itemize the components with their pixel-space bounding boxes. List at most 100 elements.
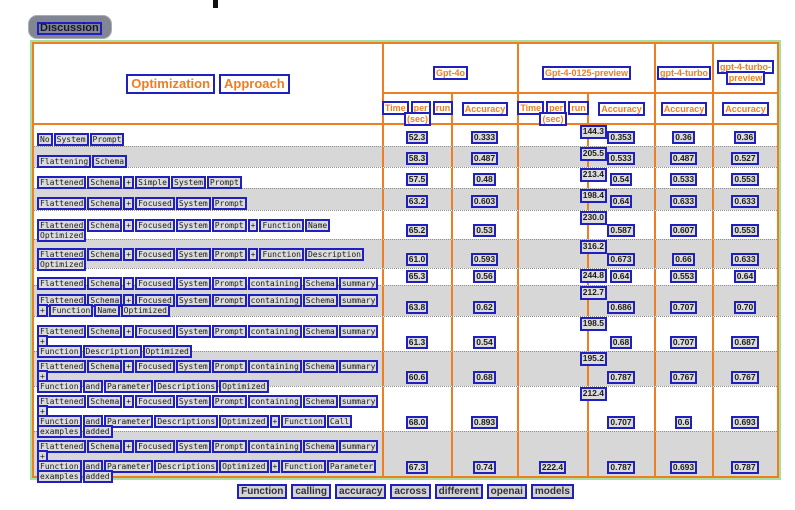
label-word-box: +: [269, 415, 281, 428]
label-word-box: added: [82, 425, 113, 438]
cell-accuracy-gpt4-turbo: 0.607: [654, 211, 712, 239]
cell-time-gpt4-0125-preview: 205.5: [517, 147, 607, 167]
label-word-box: Focused: [135, 277, 175, 290]
value-box: 0.603: [470, 194, 499, 208]
value-box: 52.3: [405, 130, 429, 144]
cell-accuracy-gpt4-turbo-preview: 0.553: [712, 168, 777, 188]
label-word-box: Schema: [87, 277, 123, 290]
label-word-box: Flattened: [37, 325, 87, 338]
value-box: 0.593: [470, 252, 499, 266]
cell-time-gpt4o: 65.3: [382, 269, 451, 285]
value-box: 198.5: [579, 317, 607, 331]
caption-word-box: openai: [486, 484, 527, 499]
table-row: Flattened Schema + Focused System Prompt + Func…: [34, 210, 777, 242]
cell-accuracy-gpt4-0125-preview: 0.673: [587, 240, 654, 268]
time-per-run-header: Time per run (sec): [381, 94, 454, 126]
label-word-box: Descriptions: [154, 460, 219, 473]
value-box: 0.53: [473, 223, 496, 237]
label-word-box: System: [175, 325, 211, 338]
label-word-box: Optimized: [219, 415, 269, 428]
label-word-box: +: [247, 219, 259, 232]
model-name-box: Gpt-4o: [433, 65, 468, 80]
value-box: 0.56: [473, 269, 496, 283]
label-word-box: Schema: [87, 248, 123, 261]
cell-optimization-approach: Flattening Schema: [34, 147, 382, 168]
label-word-box: Description: [304, 248, 364, 261]
cell-optimization-approach: Flattened Schema + Focused System Prompt conta…: [34, 269, 382, 290]
value-box: 0.693: [731, 415, 759, 429]
label-word-box: Prompt: [211, 248, 247, 261]
label-word-box: Call: [326, 415, 353, 428]
label-word-box: Focused: [135, 360, 175, 373]
table-caption: Function calling accuracy across different op…: [30, 481, 781, 499]
label-word-box: Focused: [135, 248, 175, 261]
cell-time-gpt4o: 67.3: [382, 432, 451, 476]
label-word-box: +: [123, 176, 135, 189]
cell-optimization-approach: Flattened Schema + Focused System Prompt conta…: [34, 317, 382, 358]
value-box: 0.487: [669, 151, 698, 165]
value-box: 0.607: [669, 223, 698, 237]
label-word-box: Parameter: [103, 460, 154, 473]
value-box: 0.62: [473, 300, 496, 314]
label-word-box: Schema: [302, 277, 338, 290]
value-box: 0.66: [672, 252, 695, 266]
cell-accuracy-gpt4-turbo: 0.693: [654, 432, 712, 476]
cell-time-gpt4-0125-preview: 213.4: [517, 168, 607, 188]
label-word-box: System: [53, 133, 89, 146]
value-box: 316.2: [579, 240, 607, 254]
table-header: Optimization Approach Gpt-4o Gpt-4-0125-pr…: [34, 44, 777, 126]
value-box: 230.0: [579, 211, 607, 225]
model-header-gpt-4o: Gpt-4o: [382, 44, 517, 92]
value-box: 0.787: [731, 460, 759, 474]
label-word-box: containing: [247, 294, 302, 307]
value-box: 0.787: [607, 370, 635, 384]
value-box: 0.533: [669, 172, 698, 186]
label-word-box: Prompt: [206, 176, 242, 189]
accuracy-header: Accuracy: [587, 94, 654, 123]
title-word: Optimization: [126, 73, 216, 94]
value-box: 0.707: [607, 415, 635, 429]
value-box: 65.2: [405, 223, 429, 237]
label-word-box: System: [175, 294, 211, 307]
cell-accuracy-gpt4o: 0.53: [451, 211, 517, 239]
label-word-box: Schema: [302, 440, 338, 453]
header-word: Accuracy: [722, 101, 769, 116]
label-word-box: Flattened: [37, 360, 87, 373]
label-word-box: Description: [82, 345, 142, 358]
label-word-box: +: [269, 460, 281, 473]
accuracy-header: Accuracy: [712, 94, 777, 123]
results-table: Optimization Approach Gpt-4o Gpt-4-0125-pr…: [32, 42, 779, 483]
table-row: Flattened Schema + Focused System Prompt conta…: [34, 386, 777, 438]
label-word-box: summary: [338, 395, 379, 408]
cell-optimization-approach: Flattened Schema + Focused System Prompt conta…: [34, 286, 382, 317]
cell-optimization-approach: Flattened Schema + Focused System Prompt: [34, 189, 382, 210]
cell-optimization-approach: Flattened Schema + Focused System Prompt + Func…: [34, 240, 382, 271]
label-word-box: Function: [281, 460, 326, 473]
label-word-box: Flattened: [37, 277, 87, 290]
label-word-box: containing: [247, 360, 302, 373]
value-box: 0.707: [669, 300, 698, 314]
value-box: 244.8: [579, 269, 607, 283]
cell-accuracy-gpt4o: 0.48: [451, 168, 517, 188]
cell-accuracy-gpt4-turbo-preview: 0.687: [712, 317, 777, 351]
discussion-section-badge: Discussion: [28, 15, 112, 39]
cell-accuracy-gpt4-0125-preview: 0.64: [587, 189, 654, 210]
cell-accuracy-gpt4-turbo-preview: 0.767: [712, 352, 777, 386]
label-word-box: Focused: [135, 197, 175, 210]
cell-accuracy-gpt4o: 0.487: [451, 147, 517, 167]
label-word-box: Schema: [302, 395, 338, 408]
label-word-box: System: [175, 219, 211, 232]
cell-accuracy-gpt4o: 0.74: [451, 432, 517, 476]
value-box: 65.3: [405, 269, 429, 283]
label-word-box: Schema: [87, 219, 123, 232]
cell-accuracy-gpt4-turbo-preview: 0.64: [712, 269, 777, 285]
label-word-box: Prompt: [211, 395, 247, 408]
value-box: 0.767: [731, 370, 759, 384]
value-box: 0.353: [607, 130, 635, 144]
table-row: Flattened Schema + Simple System Prompt 57.5 0.…: [34, 167, 777, 189]
value-box: 0.36: [672, 130, 695, 144]
table-row: Flattened Schema + Focused System Prompt + Func…: [34, 239, 777, 271]
label-word-box: +: [123, 277, 135, 290]
value-box: 0.48: [473, 172, 496, 186]
value-box: 213.4: [579, 168, 607, 182]
